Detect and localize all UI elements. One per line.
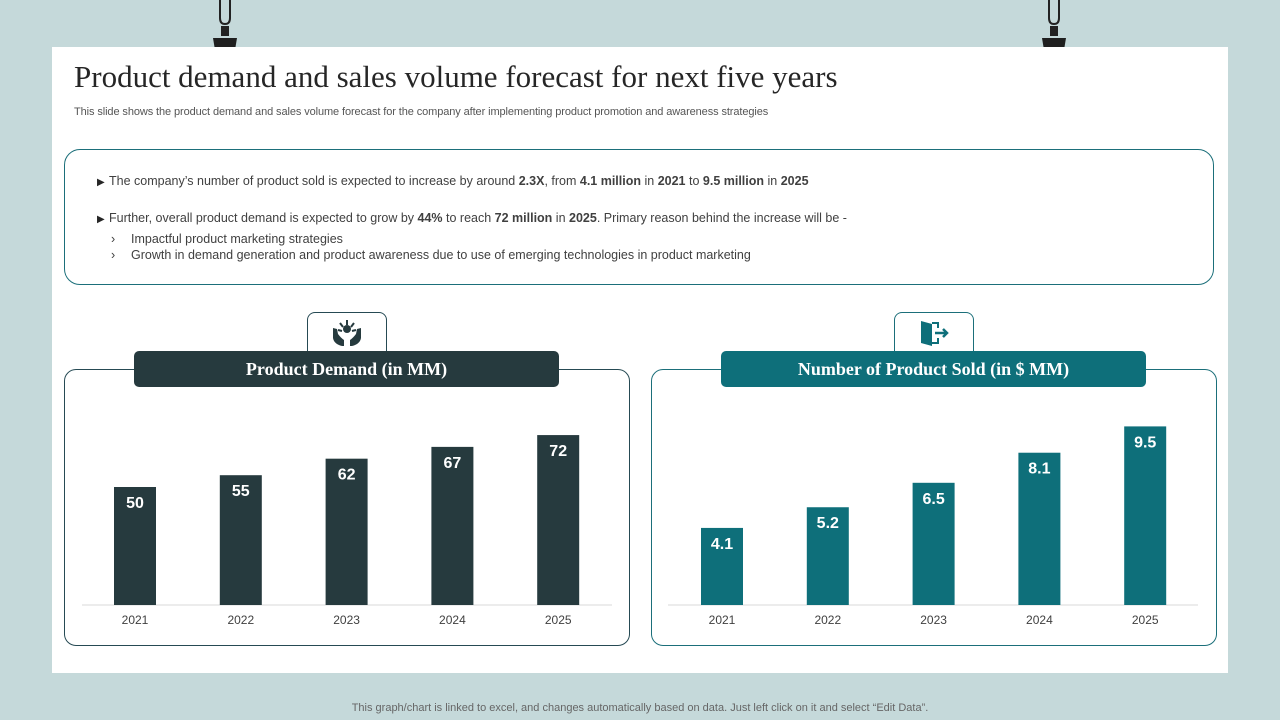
demand-bar-chart: 50 2021 55 2022 62 2023 67 2024 72 2025 xyxy=(82,435,612,627)
sub-point: › Growth in demand generation and product… xyxy=(111,248,751,262)
x-tick-label: 2024 xyxy=(439,613,466,627)
page-subtitle: This slide shows the product demand and … xyxy=(74,106,769,118)
bar-value-label: 8.1 xyxy=(1028,461,1050,478)
bar-value-label: 72 xyxy=(549,443,567,460)
x-tick-label: 2021 xyxy=(122,613,149,627)
bar-value-label: 9.5 xyxy=(1134,434,1156,451)
slide: Product demand and sales volume forecast… xyxy=(52,47,1228,673)
sold-icon-tab xyxy=(894,312,974,352)
bar-value-label: 6.5 xyxy=(922,491,944,508)
x-tick-label: 2022 xyxy=(814,613,841,627)
bar xyxy=(325,458,368,605)
x-tick-label: 2022 xyxy=(227,613,254,627)
bullet-triangle-icon: ▶ xyxy=(97,177,105,188)
x-tick-label: 2021 xyxy=(709,613,736,627)
bar xyxy=(114,487,156,605)
bar xyxy=(1018,452,1061,605)
bar xyxy=(537,435,580,605)
chevron-right-icon: › xyxy=(111,248,116,262)
bar-value-label: 55 xyxy=(232,483,250,500)
bar xyxy=(219,475,262,605)
x-tick-label: 2025 xyxy=(1132,613,1159,627)
bar-value-label: 4.1 xyxy=(711,536,733,553)
bar xyxy=(806,507,849,605)
bar xyxy=(431,446,474,605)
summary-bullet-sales: ▶ The company’s number of product sold is… xyxy=(97,174,809,188)
x-tick-label: 2025 xyxy=(545,613,572,627)
bar-value-label: 67 xyxy=(444,455,462,472)
footer-note: This graph/chart is linked to excel, and… xyxy=(351,702,929,714)
bar-value-label: 50 xyxy=(126,495,144,512)
x-tick-label: 2023 xyxy=(333,613,360,627)
bar xyxy=(1124,426,1167,605)
x-tick-label: 2023 xyxy=(920,613,947,627)
bar-value-label: 62 xyxy=(338,467,356,484)
summary-bullet-demand: ▶ Further, overall product demand is expe… xyxy=(97,211,847,225)
sold-bar-chart: 4.1 2021 5.2 2022 6.5 2023 8.1 2024 9.5 2025 xyxy=(668,426,1198,627)
bullet-triangle-icon: ▶ xyxy=(97,214,105,225)
summary-box: ▶ The company’s number of product sold is… xyxy=(64,149,1214,285)
exit-door-icon xyxy=(921,320,949,346)
sub-point: › Impactful product marketing strategies xyxy=(111,232,343,246)
bar xyxy=(912,482,955,605)
demand-chart-heading: Product Demand (in MM) xyxy=(134,351,559,387)
bar-value-label: 5.2 xyxy=(817,515,839,532)
bar xyxy=(701,527,743,605)
x-tick-label: 2024 xyxy=(1026,613,1053,627)
chevron-right-icon: › xyxy=(111,232,116,246)
page-title: Product demand and sales volume forecast… xyxy=(74,59,838,94)
sold-chart-heading: Number of Product Sold (in $ MM) xyxy=(721,351,1146,387)
hands-plant-icon xyxy=(333,319,361,346)
demand-icon-tab xyxy=(307,312,387,352)
